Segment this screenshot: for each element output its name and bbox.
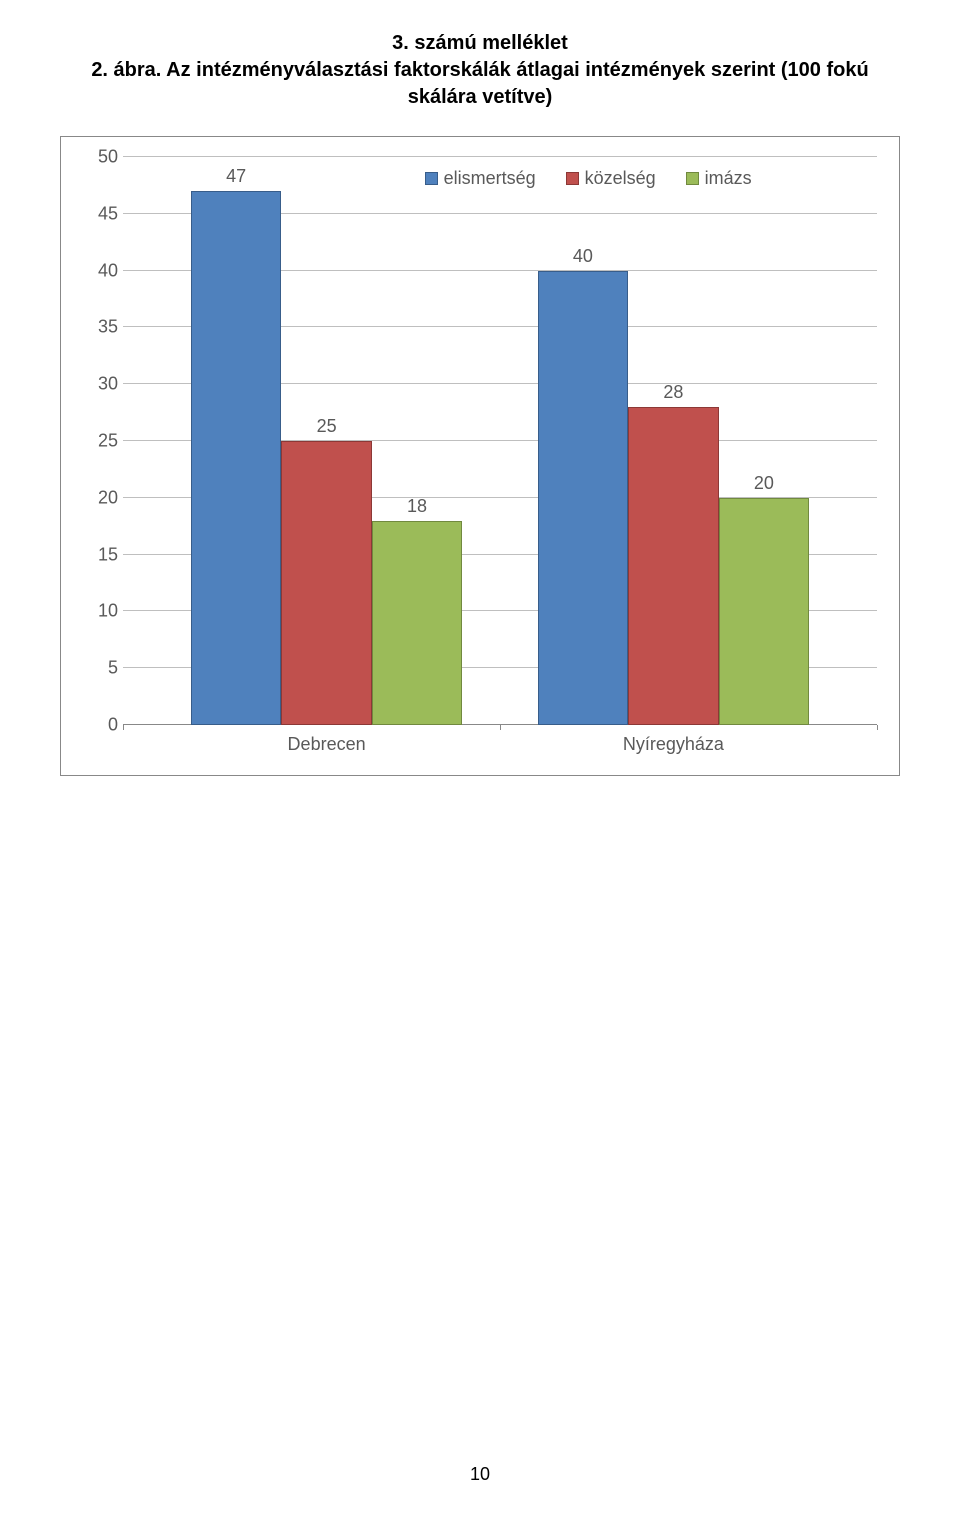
bar: [191, 191, 281, 725]
legend-item: imázs: [686, 168, 752, 189]
bar-value-label: 25: [297, 416, 357, 437]
y-tick-label: 45: [78, 203, 118, 224]
bar: [628, 407, 718, 725]
y-tick-label: 20: [78, 487, 118, 508]
y-tick-label: 25: [78, 431, 118, 452]
page-number: 10: [0, 1464, 960, 1485]
y-tick-label: 10: [78, 601, 118, 622]
bar-value-label: 47: [206, 166, 266, 187]
y-tick-label: 0: [78, 715, 118, 736]
y-tick-label: 35: [78, 317, 118, 338]
legend-swatch-icon: [686, 172, 699, 185]
x-axis-tick: [500, 725, 501, 730]
legend-label: elismertség: [444, 168, 536, 189]
legend-swatch-icon: [566, 172, 579, 185]
bar: [281, 441, 371, 725]
bar-value-label: 18: [387, 496, 447, 517]
gridline: [123, 156, 877, 157]
chart-inner: 0 5 10 15 20 25 30 35 40 45 50 47 25 18 40 28 20 Debrecen…: [73, 147, 887, 765]
y-tick-label: 50: [78, 147, 118, 168]
x-axis-tick: [123, 725, 124, 730]
bar-value-label: 28: [643, 382, 703, 403]
y-tick-label: 40: [78, 260, 118, 281]
legend-swatch-icon: [425, 172, 438, 185]
bar: [719, 498, 809, 725]
plot-area: 05101520253035404550472518402820Debrecen…: [123, 157, 877, 725]
y-tick-label: 5: [78, 658, 118, 679]
bar: [372, 521, 462, 725]
title-line-1: 3. számú melléklet: [60, 30, 900, 57]
legend-item: elismertség: [425, 168, 536, 189]
chart-container: 0 5 10 15 20 25 30 35 40 45 50 47 25 18 40 28 20 Debrecen…: [60, 136, 900, 776]
legend: elismertség közelség imázs: [425, 168, 752, 189]
bar: [538, 271, 628, 725]
y-tick-label: 15: [78, 544, 118, 565]
document-page: 3. számú melléklet 2. ábra. Az intézmény…: [0, 0, 960, 1535]
bar-value-label: 40: [553, 246, 613, 267]
x-axis-tick: [877, 725, 878, 730]
legend-label: közelség: [585, 168, 656, 189]
chart-title: 3. számú melléklet 2. ábra. Az intézmény…: [60, 30, 900, 111]
legend-item: közelség: [566, 168, 656, 189]
x-category-label: Nyíregyháza: [623, 734, 724, 755]
bar-value-label: 20: [734, 473, 794, 494]
y-tick-label: 30: [78, 374, 118, 395]
legend-label: imázs: [705, 168, 752, 189]
title-line-2: 2. ábra. Az intézményválasztási faktorsk…: [60, 57, 900, 111]
x-category-label: Debrecen: [288, 734, 366, 755]
